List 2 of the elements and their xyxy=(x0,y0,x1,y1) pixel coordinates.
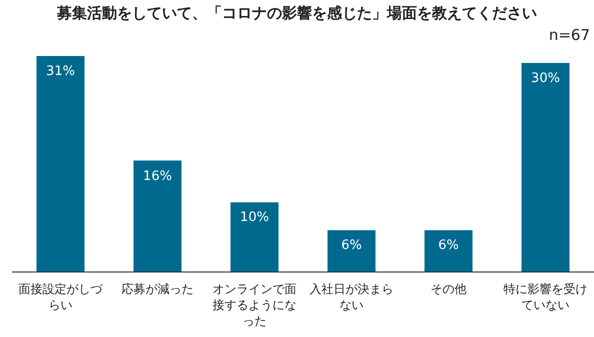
title: 募集活動をしていて、「コロナの影響を感じた」場面を教えてください xyxy=(56,4,538,23)
annotation: n=67 xyxy=(548,26,590,44)
